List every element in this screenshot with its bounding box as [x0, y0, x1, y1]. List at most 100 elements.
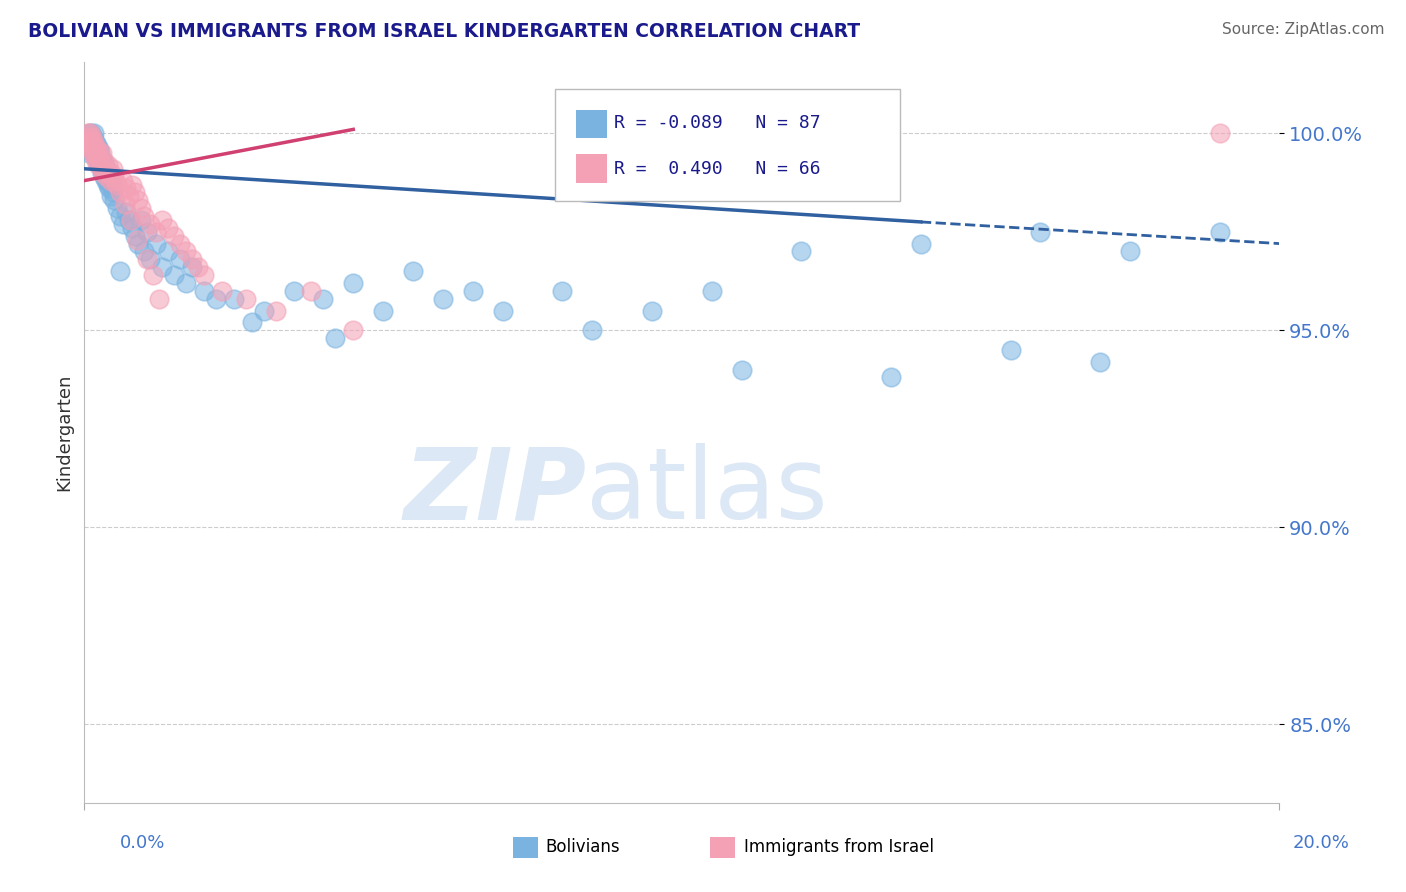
- Point: [136, 252, 159, 267]
- Point: [148, 292, 170, 306]
- Point: [77, 126, 100, 140]
- Point: [193, 284, 215, 298]
- Point: [174, 244, 197, 259]
- Point: [264, 303, 287, 318]
- Point: [100, 189, 122, 203]
- Point: [115, 205, 138, 219]
- Point: [700, 284, 723, 298]
- Point: [91, 146, 114, 161]
- Point: [205, 292, 228, 306]
- Point: [110, 186, 132, 200]
- Point: [129, 201, 152, 215]
- Point: [80, 126, 103, 140]
- Point: [373, 303, 395, 318]
- Point: [80, 134, 103, 148]
- Point: [76, 134, 98, 148]
- Point: [98, 166, 121, 180]
- Point: [104, 173, 127, 187]
- Point: [145, 225, 167, 239]
- Point: [86, 138, 108, 153]
- Point: [82, 142, 104, 156]
- Point: [114, 197, 136, 211]
- Point: [150, 260, 173, 275]
- Point: [94, 166, 117, 180]
- Point: [1209, 225, 1232, 239]
- Point: [96, 169, 118, 184]
- Point: [89, 153, 111, 168]
- Point: [105, 201, 128, 215]
- Point: [121, 178, 143, 192]
- Point: [89, 146, 111, 161]
- Point: [169, 236, 191, 251]
- Text: 20.0%: 20.0%: [1294, 834, 1350, 852]
- Point: [77, 126, 100, 140]
- Point: [150, 213, 173, 227]
- Point: [124, 186, 146, 200]
- Point: [125, 233, 148, 247]
- Point: [132, 244, 156, 259]
- Point: [77, 130, 100, 145]
- Point: [181, 260, 204, 275]
- Point: [82, 130, 104, 145]
- Point: [1119, 244, 1142, 259]
- Point: [1029, 225, 1052, 239]
- Point: [105, 178, 128, 192]
- Point: [86, 146, 108, 161]
- Point: [79, 138, 101, 153]
- Point: [157, 244, 180, 259]
- Point: [312, 292, 335, 306]
- Point: [103, 194, 125, 208]
- Point: [94, 173, 117, 187]
- Point: [83, 138, 105, 153]
- Point: [880, 370, 903, 384]
- Point: [96, 161, 118, 176]
- Point: [97, 158, 120, 172]
- Point: [342, 276, 364, 290]
- Point: [86, 153, 108, 168]
- Point: [77, 138, 100, 153]
- Point: [121, 220, 143, 235]
- Point: [551, 284, 574, 298]
- Text: BOLIVIAN VS IMMIGRANTS FROM ISRAEL KINDERGARTEN CORRELATION CHART: BOLIVIAN VS IMMIGRANTS FROM ISRAEL KINDE…: [28, 22, 860, 41]
- Point: [641, 303, 664, 318]
- Point: [139, 252, 162, 267]
- Point: [1209, 126, 1232, 140]
- Point: [124, 228, 146, 243]
- Point: [93, 169, 115, 184]
- Point: [402, 264, 425, 278]
- Point: [83, 142, 105, 156]
- Point: [93, 158, 115, 172]
- Point: [100, 173, 122, 187]
- Point: [101, 186, 124, 200]
- Point: [342, 323, 364, 337]
- Point: [79, 134, 101, 148]
- Point: [82, 146, 104, 161]
- Point: [84, 142, 107, 156]
- Point: [101, 178, 124, 192]
- Point: [110, 209, 132, 223]
- Point: [581, 323, 603, 337]
- Y-axis label: Kindergarten: Kindergarten: [55, 374, 73, 491]
- Point: [432, 292, 454, 306]
- Point: [127, 236, 149, 251]
- Point: [731, 362, 754, 376]
- Point: [84, 134, 107, 148]
- Point: [90, 161, 112, 176]
- Point: [120, 213, 142, 227]
- Point: [157, 220, 180, 235]
- Point: [97, 173, 120, 187]
- Point: [76, 134, 98, 148]
- Point: [82, 134, 104, 148]
- Point: [910, 236, 932, 251]
- Point: [129, 213, 152, 227]
- Point: [80, 142, 103, 156]
- Text: R = -0.089   N = 87: R = -0.089 N = 87: [614, 114, 821, 132]
- Point: [91, 153, 114, 168]
- Point: [181, 252, 204, 267]
- Point: [91, 166, 114, 180]
- Point: [492, 303, 515, 318]
- Point: [222, 292, 245, 306]
- Point: [1090, 355, 1112, 369]
- Text: Source: ZipAtlas.com: Source: ZipAtlas.com: [1222, 22, 1385, 37]
- Point: [82, 146, 104, 161]
